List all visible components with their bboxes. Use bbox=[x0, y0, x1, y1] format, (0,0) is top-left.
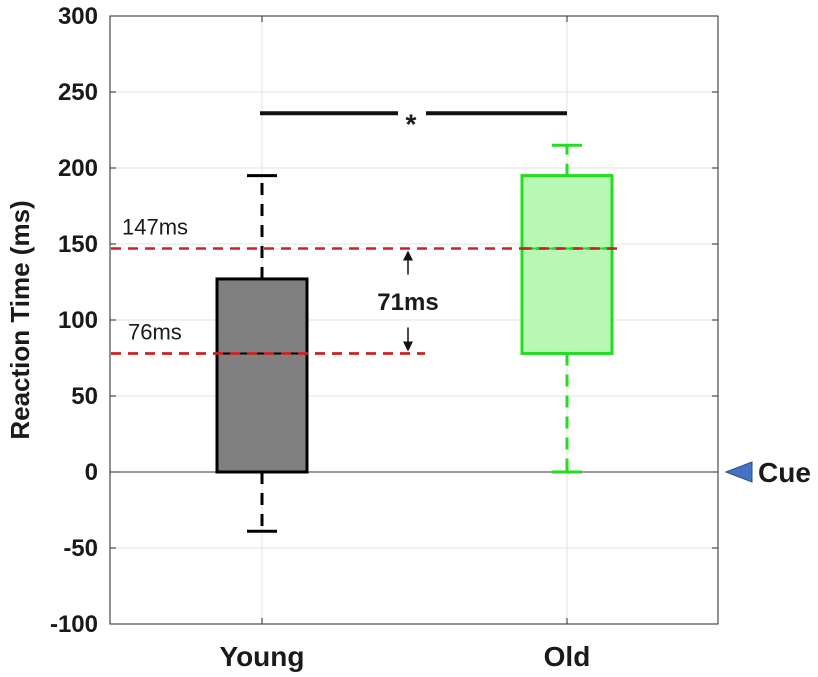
annotations bbox=[260, 111, 567, 352]
y-axis-ticks: -100 -50 0 50 100 150 200 250 300 bbox=[50, 3, 718, 638]
diff-arrow-down-head bbox=[403, 341, 413, 352]
diff-arrow-up-head bbox=[403, 250, 413, 261]
y-tick-label: 200 bbox=[58, 155, 98, 182]
y-axis-title: Reaction Time (ms) bbox=[5, 200, 35, 439]
reference-lines bbox=[111, 247, 620, 355]
reference-label-147ms: 147ms bbox=[122, 215, 188, 240]
significance-asterisk: * bbox=[406, 108, 417, 139]
difference-label: 71ms bbox=[377, 289, 438, 316]
box-plots bbox=[215, 143, 614, 533]
y-tick-label: 250 bbox=[58, 79, 98, 106]
box-young bbox=[215, 174, 309, 533]
grid-lines bbox=[110, 15, 718, 625]
reference-label-76ms: 76ms bbox=[128, 319, 182, 344]
box-iqr bbox=[520, 174, 614, 355]
box-iqr bbox=[215, 277, 309, 474]
x-tick-label-young: Young bbox=[219, 641, 304, 672]
y-tick-label: 0 bbox=[85, 459, 98, 486]
y-tick-label: 300 bbox=[58, 3, 98, 30]
y-tick-label: 150 bbox=[58, 231, 98, 258]
y-tick-label: 50 bbox=[71, 383, 98, 410]
x-tick-label-old: Old bbox=[544, 641, 591, 672]
cue-label: Cue bbox=[758, 457, 811, 488]
y-tick-label: -50 bbox=[63, 535, 98, 562]
cue-triangle-icon bbox=[724, 461, 753, 483]
box-old bbox=[520, 143, 614, 474]
y-tick-label: 100 bbox=[58, 307, 98, 334]
y-tick-label: -100 bbox=[50, 611, 98, 638]
